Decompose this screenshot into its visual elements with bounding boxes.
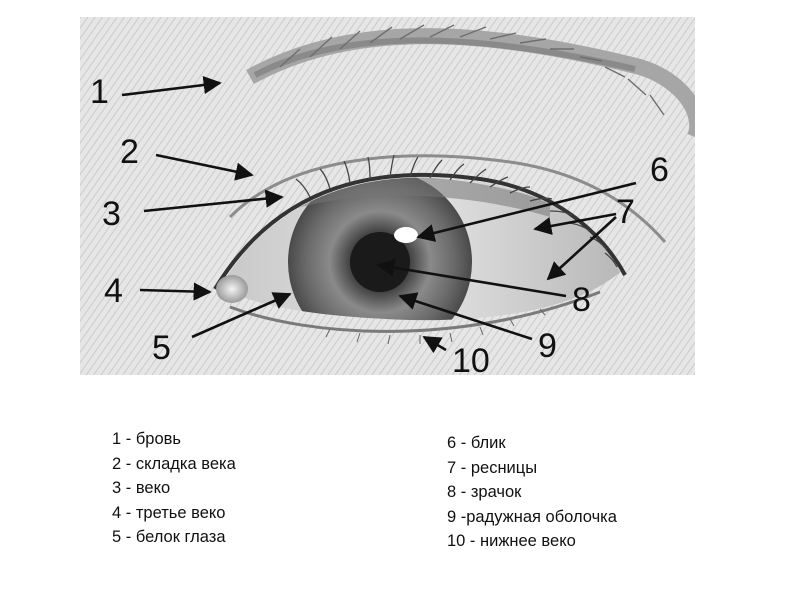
arrow-7b <box>546 216 617 281</box>
legend-item-8: 8 - зрачок <box>447 483 522 501</box>
legend-left: 1 - бровь 2 - складка века 3 - веко 4 - … <box>112 427 236 550</box>
arrow-9 <box>398 292 533 341</box>
legend-item-4: 4 - третье веко <box>112 503 226 522</box>
callout-9: 9 <box>538 327 557 365</box>
callout-8: 8 <box>572 281 591 319</box>
pointer-arrows <box>121 75 637 354</box>
eyelashes <box>295 154 618 268</box>
legend-item-2: 2 - складка века <box>112 454 236 473</box>
legend-item-6: 6 - блик <box>447 434 506 452</box>
legend-item-1: 1 - бровь <box>112 430 182 448</box>
legend-item-3: 3 - веко <box>112 479 171 497</box>
legend-item-10: 10 - нижнее веко <box>447 532 576 550</box>
callout-10: 10 <box>452 342 490 375</box>
highlight <box>394 227 418 243</box>
callout-5: 5 <box>152 329 171 367</box>
eye-drawing: 1 2 3 4 5 6 7 8 9 10 <box>80 17 695 375</box>
arrow-1 <box>121 75 222 97</box>
callout-4: 4 <box>104 272 123 310</box>
legend-item-7: 7 - ресницы <box>447 458 538 477</box>
callout-6: 6 <box>650 151 669 189</box>
arrow-2 <box>155 153 254 181</box>
lower-eyelid <box>229 290 601 333</box>
arrow-10 <box>422 335 447 354</box>
upper-eyelid <box>213 172 627 291</box>
arrow-7a <box>533 212 617 235</box>
eyebrow <box>246 24 695 137</box>
callout-2: 2 <box>120 133 139 171</box>
eye-illustration: 1 2 3 4 5 6 7 8 9 10 <box>80 17 695 375</box>
eyelid-crease <box>228 154 667 243</box>
arrow-5 <box>191 292 292 339</box>
callout-3: 3 <box>102 195 121 233</box>
arrow-6 <box>416 181 637 242</box>
arrow-3 <box>143 189 284 213</box>
arrow-4 <box>139 282 212 301</box>
callout-7: 7 <box>616 193 635 231</box>
arrow-8 <box>376 258 567 298</box>
callout-1: 1 <box>90 73 109 111</box>
legend-right: 6 - блик 7 - ресницы 8 - зрачок 9 -радуж… <box>447 431 617 554</box>
legend-item-5: 5 - белок глаза <box>112 528 226 546</box>
legend-item-9: 9 -радужная оболочка <box>447 507 617 526</box>
third-eyelid <box>216 275 248 303</box>
